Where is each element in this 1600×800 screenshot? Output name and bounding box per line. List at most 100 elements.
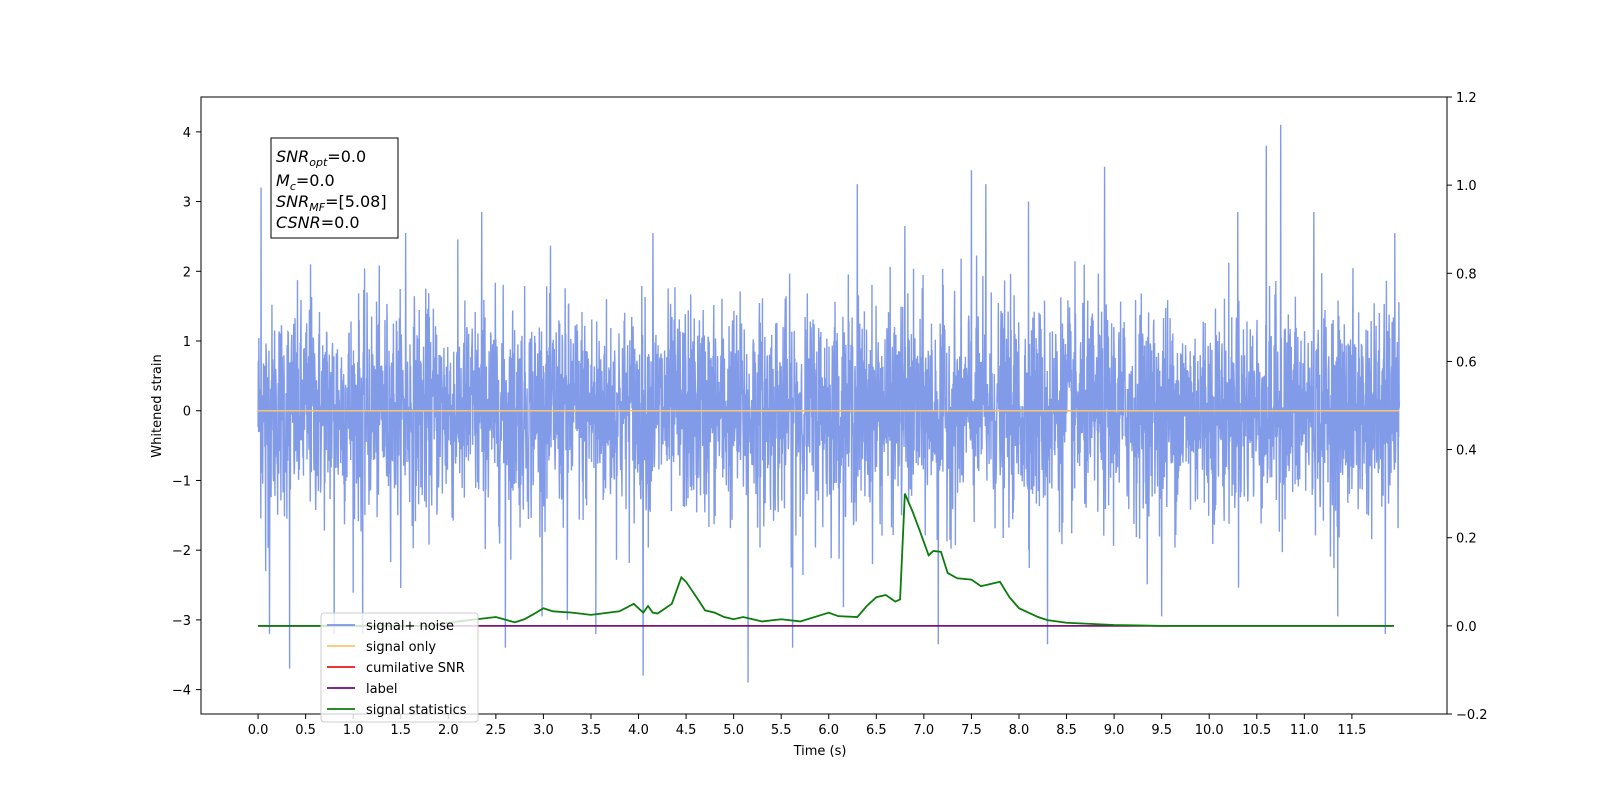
- x-tick: 11.5: [1337, 714, 1366, 738]
- y2-tick-label: 0.4: [1456, 444, 1477, 459]
- x-tick-label: 0.5: [295, 723, 316, 738]
- y-tick: 3: [183, 196, 201, 211]
- legend-item: cumilative SNR: [327, 661, 465, 676]
- x-axis-label: Time (s): [793, 744, 847, 759]
- x-tick-label: 7.5: [961, 723, 982, 738]
- signal-noise-line: [257, 124, 1401, 683]
- y2-tick-label: 0.2: [1456, 532, 1477, 547]
- x-tick-label: 8.5: [1056, 723, 1077, 738]
- y2-tick-label: −0.2: [1456, 708, 1488, 723]
- x-tick: 2.5: [486, 714, 507, 738]
- x-tick-label: 11.5: [1337, 723, 1366, 738]
- legend-item: signal only: [327, 640, 436, 655]
- x-tick: 7.0: [914, 714, 935, 738]
- y-tick: 2: [183, 265, 201, 280]
- info-csnr: CSNR=0.0: [276, 213, 360, 232]
- y-tick-label: 3: [183, 196, 191, 211]
- x-tick-label: 10.0: [1195, 723, 1224, 738]
- x-tick-label: 5.5: [771, 723, 792, 738]
- legend-item: signal+ noise: [327, 619, 454, 634]
- x-tick-label: 6.0: [818, 723, 839, 738]
- x-tick: 5.5: [771, 714, 792, 738]
- y2-tick-label: 0.8: [1456, 267, 1477, 282]
- x-tick: 0.0: [248, 714, 269, 738]
- x-tick-label: 1.0: [343, 723, 364, 738]
- x-tick: 9.0: [1104, 714, 1125, 738]
- x-tick: 8.0: [1009, 714, 1030, 738]
- x-tick: 7.5: [961, 714, 982, 738]
- y-tick-label: −1: [172, 474, 191, 489]
- x-tick: 0.5: [295, 714, 316, 738]
- y-tick: 1: [183, 335, 201, 350]
- x-tick-label: 9.0: [1104, 723, 1125, 738]
- info-snr-opt: SNRopt=0.0: [276, 147, 366, 169]
- x-tick: 11.0: [1290, 714, 1319, 738]
- x-tick-label: 11.0: [1290, 723, 1319, 738]
- x-tick-label: 0.0: [248, 723, 269, 738]
- x-tick-label: 5.0: [723, 723, 744, 738]
- y-tick-label: 4: [183, 126, 191, 141]
- y-axis-ticks: 4 3 2 1 0 −1 −2 −3 −4: [172, 126, 201, 699]
- y2-tick: 0.2: [1447, 532, 1477, 547]
- x-tick: 3.0: [533, 714, 554, 738]
- x-tick: 10.5: [1242, 714, 1271, 738]
- y-tick-label: 0: [183, 405, 191, 420]
- signal-statistics-series: [258, 493, 1394, 627]
- y-tick-label: −4: [172, 684, 191, 699]
- y2-tick: 1.0: [1447, 179, 1477, 194]
- info-box-frame: [270, 137, 399, 239]
- x-tick-label: 2.0: [438, 723, 459, 738]
- y2-tick: 1.2: [1447, 91, 1477, 106]
- y2-tick-label: 0.0: [1456, 620, 1477, 635]
- legend: signal+ noise signal only cumilative SNR la…: [320, 612, 479, 723]
- x-tick: 5.0: [723, 714, 744, 738]
- x-tick-label: 2.5: [486, 723, 507, 738]
- x-tick: 4.5: [676, 714, 697, 738]
- x-tick-label: 1.5: [390, 723, 411, 738]
- y-tick: 0: [183, 405, 201, 420]
- x-tick: 6.5: [866, 714, 887, 738]
- y-tick-label: 1: [183, 335, 191, 350]
- y-tick: −4: [172, 684, 201, 699]
- y2-tick: −0.2: [1447, 708, 1488, 723]
- y2-tick: 0.4: [1447, 444, 1477, 459]
- x-tick-label: 3.5: [581, 723, 602, 738]
- legend-label: cumilative SNR: [366, 661, 465, 676]
- info-mc: Mc=0.0: [276, 171, 335, 193]
- y2-tick-label: 1.2: [1456, 91, 1477, 106]
- legend-label: label: [366, 682, 397, 697]
- x-tick: 10.0: [1195, 714, 1224, 738]
- y-tick: −2: [172, 544, 201, 559]
- y-tick-label: 2: [183, 265, 191, 280]
- x-tick: 4.0: [628, 714, 649, 738]
- y-tick-label: −3: [172, 614, 191, 629]
- y2-tick: 0.8: [1447, 267, 1477, 282]
- y2-tick: 0.6: [1447, 355, 1477, 370]
- x-tick-label: 3.0: [533, 723, 554, 738]
- y-tick-label: −2: [172, 544, 191, 559]
- x-tick-label: 6.5: [866, 723, 887, 738]
- x-tick: 9.5: [1151, 714, 1172, 738]
- y2-tick-label: 1.0: [1456, 179, 1477, 194]
- x-tick: 6.0: [818, 714, 839, 738]
- info-snr-mf: SNRMF=[5.08]: [276, 192, 387, 214]
- legend-label: signal only: [366, 640, 436, 655]
- x-tick-label: 4.0: [628, 723, 649, 738]
- x-axis-ticks: 0.0 0.5 1.0 1.5 2.0 2.5 3.0 3.5 4.0 4.5 5.0 5.5 6.0 6…: [248, 714, 1366, 738]
- x-tick-label: 10.5: [1242, 723, 1271, 738]
- x-tick-label: 7.0: [914, 723, 935, 738]
- y2-axis-ticks: 1.2 1.0 0.8 0.6 0.4 0.2 0.0 −0.2: [1447, 91, 1488, 723]
- x-tick-label: 8.0: [1009, 723, 1030, 738]
- legend-label: signal statistics: [366, 703, 467, 718]
- signal-noise-series: [257, 124, 1401, 683]
- legend-frame: [320, 612, 479, 723]
- legend-item: signal statistics: [327, 703, 467, 718]
- x-tick-label: 9.5: [1151, 723, 1172, 738]
- y-axis-label: Whitened strain: [150, 354, 165, 457]
- y2-tick: 0.0: [1447, 620, 1477, 635]
- info-box: SNRopt=0.0 Mc=0.0 SNRMF=[5.08] CSNR=0.0: [270, 137, 399, 239]
- x-tick-label: 4.5: [676, 723, 697, 738]
- legend-label: signal+ noise: [366, 619, 454, 634]
- y-tick: 4: [183, 126, 201, 141]
